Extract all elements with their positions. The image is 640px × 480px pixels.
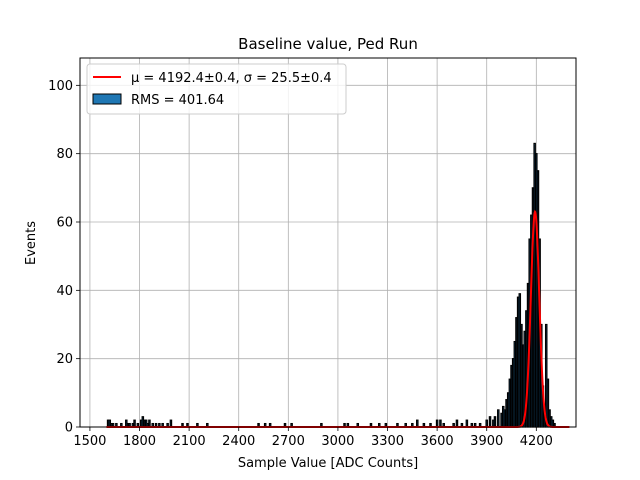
x-tick-label: 1500 <box>73 434 106 449</box>
y-tick-label: 80 <box>56 147 73 162</box>
y-tick-label: 40 <box>56 284 73 299</box>
histogram-bar <box>488 416 492 428</box>
histogram-bar <box>133 419 136 428</box>
legend-hist-swatch <box>92 93 122 105</box>
x-tick-label: 2700 <box>272 434 305 449</box>
histogram-bar <box>465 419 469 428</box>
y-tick-label: 100 <box>48 79 73 94</box>
y-tick-label: 60 <box>56 216 73 231</box>
legend-fit-mu: μ = 4192.4±0.4, <box>131 71 244 86</box>
histogram-bar <box>455 419 459 428</box>
x-tick-label: 2400 <box>222 434 255 449</box>
x-axis-label: Sample Value [ADC Counts] <box>238 456 418 471</box>
x-tick-label: 3600 <box>421 434 454 449</box>
y-axis-label: Events <box>24 221 39 265</box>
y-axis-ticks: 0 20 40 60 80 100 <box>48 79 80 436</box>
histogram-bar <box>169 419 173 428</box>
histogram-bar <box>493 416 497 428</box>
chart-title: Baseline value, Ped Run <box>238 35 418 53</box>
x-tick-label: 3000 <box>321 434 354 449</box>
histogram-bar <box>439 419 442 428</box>
y-tick-label: 0 <box>65 421 73 436</box>
x-tick-label: 2100 <box>173 434 206 449</box>
legend: μ = 4192.4±0.4, σ = 25.5±0.4 RMS = 401.6… <box>86 63 347 115</box>
histogram-bar <box>148 419 151 428</box>
legend-fit-label: μ = 4192.4±0.4, σ = 25.5±0.4 <box>131 71 332 86</box>
histogram-bar <box>416 419 419 428</box>
histogram-bar <box>485 419 488 428</box>
legend-box <box>86 63 347 115</box>
x-tick-label: 3900 <box>470 434 503 449</box>
x-tick-label: 1800 <box>123 434 156 449</box>
legend-fit-sigma: σ = 25.5±0.4 <box>244 71 332 86</box>
legend-hist-label: RMS = 401.64 <box>131 93 224 108</box>
x-tick-label: 4200 <box>520 434 553 449</box>
histogram-bar <box>497 409 500 428</box>
histogram-bars <box>106 142 556 428</box>
histogram-bar <box>435 419 439 428</box>
x-tick-label: 3300 <box>371 434 404 449</box>
plot-frame <box>79 57 577 428</box>
y-tick-label: 20 <box>56 352 73 367</box>
x-axis-ticks: 1500 1800 2100 2400 2700 3000 3300 3600 3900 4200 <box>73 427 553 449</box>
